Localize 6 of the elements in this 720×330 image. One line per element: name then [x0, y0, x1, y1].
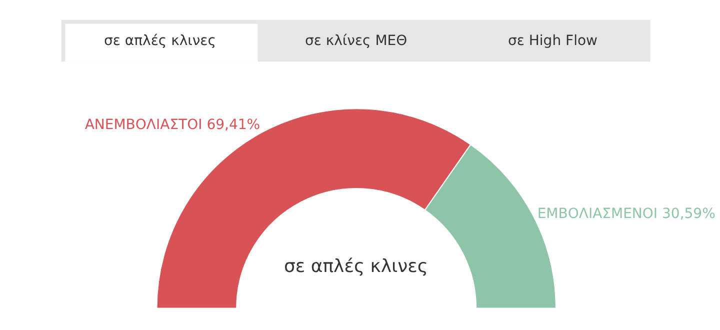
text: σε High Flow: [508, 33, 598, 49]
text: σε κλίνες ΜΕΘ: [305, 33, 408, 49]
slice-label: ΕΜΒΟΛΙΑΣΜΕΝΟΙ 30,59%: [537, 206, 716, 222]
text: σε απλές κλινες: [284, 256, 428, 277]
slice-label: ΑΝΕΜΒΟΛΙΑΣΤΟΙ 69,41%: [84, 116, 260, 133]
text: σε απλές κλινες: [104, 33, 216, 49]
